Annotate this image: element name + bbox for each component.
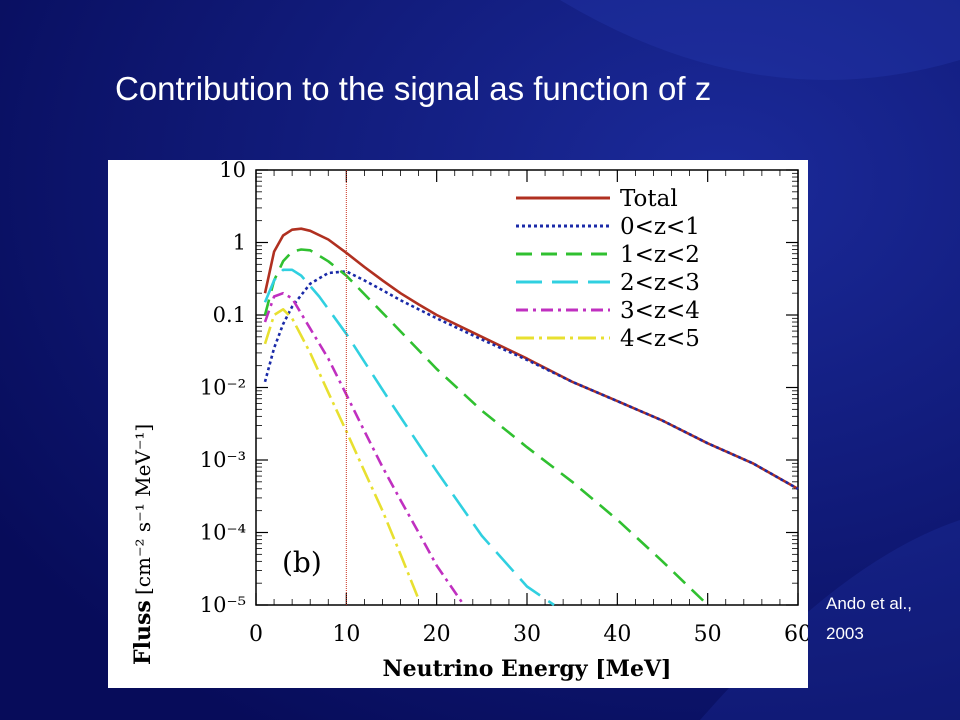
y-tick-label: 10 bbox=[219, 160, 246, 182]
legend-label-4: 3<z<4 bbox=[620, 298, 700, 324]
legend-label-3: 2<z<3 bbox=[620, 270, 700, 296]
series-line-5 bbox=[263, 308, 420, 600]
x-tick-label: 20 bbox=[423, 622, 451, 647]
y-axis-title-units: [cm⁻² s⁻¹ MeV⁻¹] bbox=[131, 424, 155, 595]
y-tick-label: 10⁻³ bbox=[200, 448, 246, 472]
y-tick-label: 10⁻⁵ bbox=[200, 593, 246, 617]
series-line-3 bbox=[263, 268, 555, 607]
plot-frame bbox=[255, 169, 799, 606]
x-tick-label: 60 bbox=[784, 622, 808, 647]
figure-panel: 10 1 0.1 10⁻² 10⁻³ 10⁻⁴ 10⁻⁵ 0 10 20 30 40 50 60 Tota… bbox=[108, 160, 808, 688]
y-axis-title-prefix: Fluss bbox=[130, 600, 156, 665]
background-swoosh bbox=[560, 0, 960, 80]
legend-label-5: 4<z<5 bbox=[620, 326, 700, 352]
x-tick-label: 50 bbox=[694, 622, 722, 647]
y-tick-label: 1 bbox=[233, 231, 246, 255]
legend-label-2: 1<z<2 bbox=[620, 242, 700, 268]
panel-label: (b) bbox=[282, 546, 322, 579]
citation-year: 2003 bbox=[826, 624, 864, 643]
series-line-1 bbox=[263, 270, 799, 491]
slide-title: Contribution to the signal as function o… bbox=[115, 70, 712, 107]
legend-label-1: 0<z<1 bbox=[620, 214, 700, 240]
x-tick-label: 10 bbox=[332, 622, 360, 647]
x-axis-title: Neutrino Energy [MeV] bbox=[383, 656, 672, 682]
flux-chart: 10 1 0.1 10⁻² 10⁻³ 10⁻⁴ 10⁻⁵0 10 20 30 40 50 60 Tota… bbox=[130, 160, 808, 682]
legend-label-0: Total bbox=[620, 186, 678, 212]
y-tick-label: 10⁻² bbox=[200, 376, 246, 400]
y-tick-label: 0.1 bbox=[213, 303, 246, 327]
citation-authors: Ando et al., bbox=[826, 594, 913, 613]
x-tick-label: 0 bbox=[249, 622, 263, 647]
x-tick-label: 30 bbox=[513, 622, 541, 647]
x-tick-label: 40 bbox=[603, 622, 631, 647]
y-tick-label: 10⁻⁴ bbox=[200, 521, 246, 545]
series-line-2 bbox=[263, 248, 709, 606]
